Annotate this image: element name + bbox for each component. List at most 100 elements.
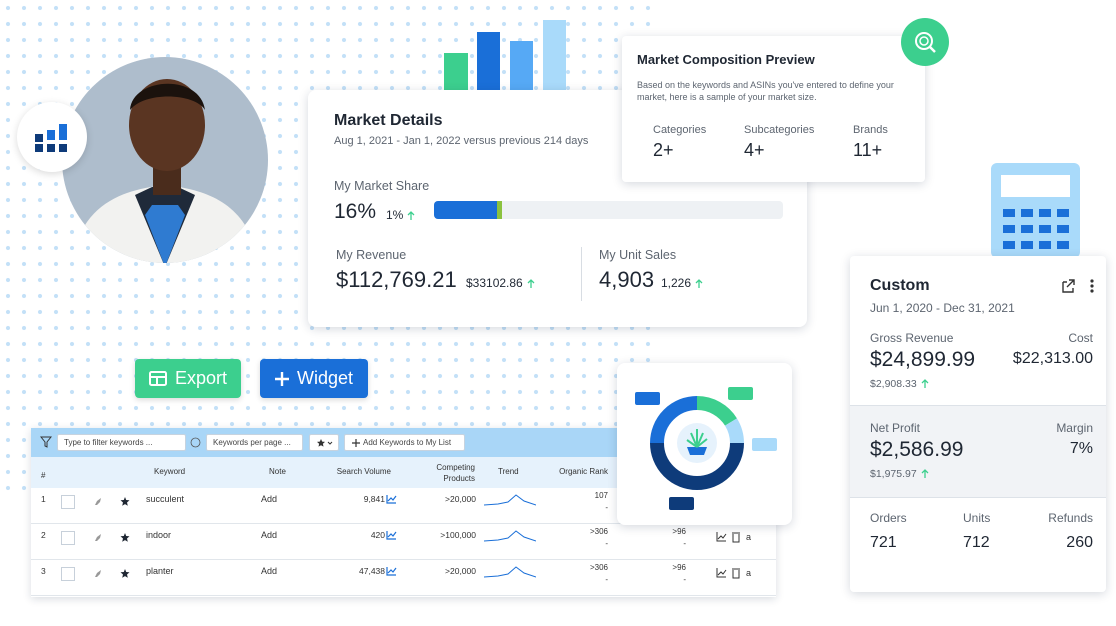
card-title: Market Details bbox=[334, 112, 443, 129]
donut-card bbox=[617, 363, 792, 525]
up-arrow bbox=[407, 210, 415, 220]
divider bbox=[581, 247, 582, 301]
keyword: succulent bbox=[146, 494, 185, 504]
metric-value: 4,903 bbox=[599, 267, 655, 292]
search-volume: 47,438 bbox=[359, 566, 385, 576]
metric-value: $22,313.00 bbox=[1012, 350, 1093, 367]
trend-sparkline bbox=[484, 566, 536, 578]
organic-rank-sub: - bbox=[605, 503, 608, 512]
table-icon bbox=[148, 371, 167, 386]
star-icon bbox=[120, 533, 130, 542]
trend-sparkline bbox=[484, 494, 536, 506]
competing-products: >100,000 bbox=[440, 530, 476, 540]
row-index: 2 bbox=[41, 530, 46, 540]
chart-icon bbox=[386, 495, 397, 504]
metric-label: Cost bbox=[1068, 331, 1093, 345]
rocket-icon bbox=[95, 534, 101, 541]
calculator-icon bbox=[991, 163, 1080, 258]
row-divider bbox=[31, 595, 776, 596]
chart-icon bbox=[386, 567, 397, 576]
metric-label: Refunds bbox=[1048, 511, 1093, 525]
keyword: indoor bbox=[146, 530, 172, 540]
metric-label: My Unit Sales bbox=[599, 248, 677, 262]
note-link[interactable]: Add bbox=[261, 494, 278, 504]
column-header: Search Volume bbox=[336, 467, 391, 476]
export-button[interactable]: Export bbox=[135, 359, 241, 398]
svg-text:a: a bbox=[746, 568, 751, 578]
widget-button[interactable]: Widget bbox=[260, 359, 368, 398]
row-checkbox bbox=[61, 567, 75, 581]
metric-change: $1,975.97 bbox=[870, 468, 929, 480]
column-header: Competing Products bbox=[436, 463, 475, 483]
metric-label: Net Profit bbox=[870, 421, 921, 435]
organic-rank: 107 bbox=[594, 491, 608, 500]
logo-badge bbox=[17, 102, 87, 172]
column-header: Keyword bbox=[154, 467, 186, 476]
change-value: $33102.86 bbox=[466, 276, 523, 290]
competing-products: >20,000 bbox=[445, 566, 476, 576]
row-actions: a bbox=[716, 532, 751, 543]
competing-products: >20,000 bbox=[445, 494, 476, 504]
date-range: Jun 1, 2020 - Dec 31, 2021 bbox=[870, 301, 1015, 315]
card-actions[interactable] bbox=[1060, 278, 1096, 294]
help-icon bbox=[190, 437, 201, 448]
change-value: 1,226 bbox=[661, 276, 692, 290]
custom-report-card: Custom Jun 1, 2020 - Dec 31, 2021 Gross … bbox=[850, 256, 1106, 592]
sponsored-rank-sub: - bbox=[683, 575, 686, 584]
metric-label: My Revenue bbox=[336, 248, 407, 262]
description: Based on the keywords and ASINs you've e… bbox=[637, 80, 894, 102]
metric-label: Gross Revenue bbox=[870, 331, 954, 345]
stat-label: Brands bbox=[853, 124, 888, 136]
note-link[interactable]: Add bbox=[261, 566, 278, 576]
metric-label: Margin bbox=[1056, 421, 1093, 435]
metric-change: 1,226 bbox=[661, 276, 703, 290]
column-header: Note bbox=[269, 467, 286, 476]
column-header: Trend bbox=[498, 467, 519, 476]
metric-value: $112,769.21 bbox=[336, 267, 457, 292]
metric-label: My Market Share bbox=[334, 179, 430, 193]
share-bar-fill bbox=[434, 201, 497, 219]
donut-illustration bbox=[635, 387, 777, 510]
row-checkbox bbox=[61, 495, 75, 509]
metric-change: $33102.86 bbox=[466, 276, 535, 290]
card-title: Market Composition Preview bbox=[637, 52, 815, 67]
up-arrow bbox=[527, 278, 535, 288]
stat-value: 4+ bbox=[744, 140, 765, 160]
stat-value: 11+ bbox=[853, 140, 883, 160]
metric-change: 1% bbox=[386, 208, 415, 222]
star-filter[interactable] bbox=[309, 434, 339, 451]
up-arrow bbox=[921, 379, 929, 389]
sponsored-rank-sub: - bbox=[683, 539, 686, 548]
filter-icon[interactable] bbox=[40, 436, 52, 448]
decorative-bars bbox=[444, 20, 566, 95]
note-link[interactable]: Add bbox=[261, 530, 278, 540]
market-composition-card: Market Composition Preview Based on the … bbox=[622, 36, 925, 182]
share-bar-accent bbox=[497, 201, 502, 219]
button-label: Widget bbox=[296, 368, 354, 388]
column-header: Organic Rank bbox=[559, 467, 608, 476]
row-divider bbox=[31, 523, 776, 524]
metric-label: Units bbox=[963, 511, 991, 525]
button-label: Export bbox=[174, 368, 228, 388]
rocket-icon bbox=[95, 570, 101, 577]
plus-icon bbox=[274, 371, 289, 386]
row-checkbox bbox=[61, 531, 75, 545]
up-arrow bbox=[921, 469, 929, 479]
stat-value: 2+ bbox=[653, 140, 674, 160]
trend-sparkline bbox=[484, 530, 536, 542]
organic-rank-sub: - bbox=[605, 539, 608, 548]
add-keywords-button[interactable]: Add Keywords to My List bbox=[344, 434, 465, 451]
row-index: 1 bbox=[41, 494, 46, 504]
filter-input[interactable]: Type to filter keywords ... bbox=[57, 434, 186, 451]
portrait bbox=[62, 57, 268, 263]
row-index: 3 bbox=[41, 566, 46, 576]
button-label: Add Keywords to My List bbox=[363, 438, 452, 447]
metric-value: 260 bbox=[1066, 534, 1093, 551]
star-icon bbox=[120, 497, 130, 506]
per-page-select[interactable]: Keywords per page ... bbox=[206, 434, 303, 451]
share-bar bbox=[434, 201, 783, 219]
search-badge[interactable] bbox=[900, 18, 950, 68]
net-profit-section: Net Profit Margin $2,586.99 7% $1,975.97 bbox=[850, 405, 1106, 498]
star-icon bbox=[317, 438, 333, 447]
